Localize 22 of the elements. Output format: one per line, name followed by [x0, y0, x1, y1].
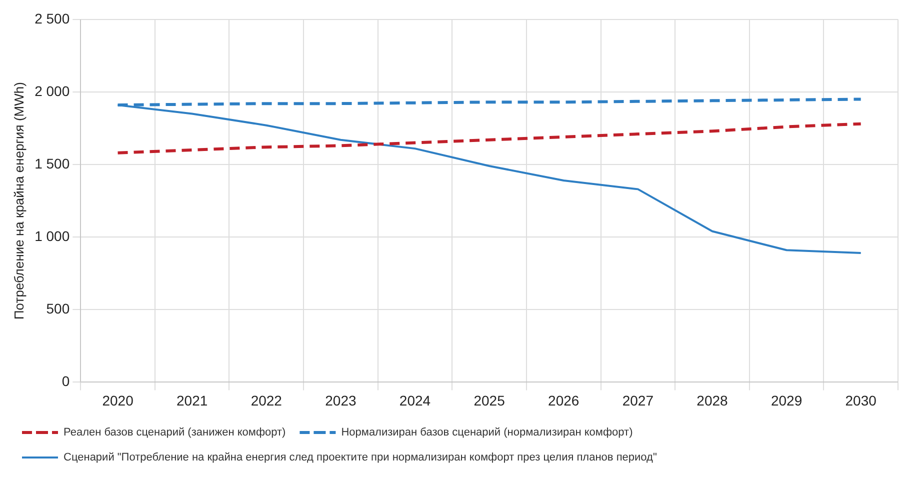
- x-tick-label: 2021: [176, 392, 208, 408]
- x-tick-label: 2024: [399, 392, 431, 408]
- y-tick-label: 0: [62, 373, 70, 390]
- x-tick-label: 2030: [845, 392, 877, 408]
- legend-label: Сценарий "Потребление на крайна енергия след проектите при нормализиран комфорт през целия планов период": [64, 452, 657, 464]
- x-tick-label: 2025: [474, 392, 506, 408]
- y-tick-label: 1 000: [34, 228, 70, 244]
- y-tick-label: 2 500: [34, 10, 70, 26]
- y-tick-label: 500: [46, 300, 70, 316]
- x-tick-label: 2020: [102, 392, 134, 408]
- y-tick-label: 1 500: [34, 155, 70, 172]
- x-tick-label: 2023: [325, 392, 356, 408]
- x-tick-label: 2022: [250, 392, 282, 408]
- legend-label: Реален базов сценарий (занижен комфорт): [64, 426, 286, 439]
- line-series: [116, 122, 862, 154]
- x-tick-label: 2026: [548, 392, 580, 408]
- x-tick-label: 2027: [622, 392, 654, 408]
- x-tick-label: 2029: [770, 392, 802, 408]
- legend-label: Нормализиран базов сценарий (нормализиран комфорт): [341, 426, 633, 439]
- y-axis-title: Потребление на крайна енергия (MWh): [11, 82, 26, 320]
- x-tick-label: 2028: [696, 392, 728, 408]
- y-tick-label: 2 000: [34, 82, 70, 99]
